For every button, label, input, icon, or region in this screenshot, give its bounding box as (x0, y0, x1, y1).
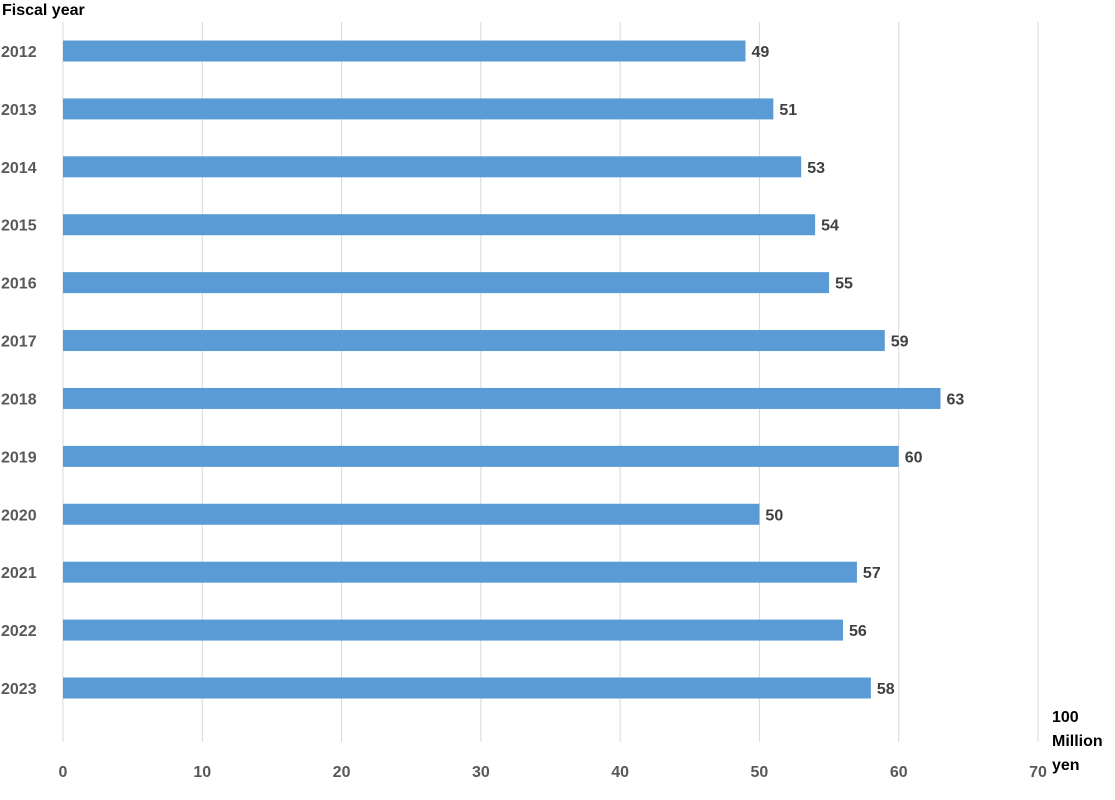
x-axis-ticks: 0 10 20 30 40 50 60 70 (59, 764, 1047, 781)
data-labels: 49 51 53 54 55 59 63 60 50 57 56 58 (752, 44, 965, 698)
y-tick-label: 2021 (1, 565, 37, 582)
bar (63, 330, 885, 352)
bar (63, 387, 941, 409)
data-label: 56 (849, 623, 867, 640)
y-tick-label: 2022 (1, 623, 37, 640)
x-tick-label: 70 (1029, 764, 1047, 781)
data-label: 53 (807, 160, 825, 177)
bar (63, 214, 816, 236)
bar (63, 272, 830, 294)
bars (63, 40, 941, 699)
data-label: 49 (752, 44, 770, 61)
y-tick-label: 2020 (1, 507, 37, 524)
y-tick-label: 2017 (1, 334, 37, 351)
bar (63, 445, 899, 467)
data-label: 58 (877, 681, 895, 698)
y-tick-label: 2023 (1, 681, 37, 698)
bar (63, 561, 857, 583)
data-label: 60 (905, 449, 923, 466)
bar (63, 40, 746, 62)
y-axis-ticks: 2012 2013 2014 2015 2016 2017 2018 2019 2020 2021… (1, 44, 37, 698)
x-tick-label: 50 (751, 764, 769, 781)
x-tick-label: 0 (59, 764, 68, 781)
bar (63, 503, 760, 525)
y-tick-label: 2015 (1, 218, 37, 235)
x-tick-label: 60 (890, 764, 908, 781)
data-label: 51 (779, 102, 797, 119)
data-label: 59 (891, 334, 909, 351)
bar (63, 156, 802, 178)
data-label: 63 (947, 391, 965, 408)
x-tick-label: 40 (611, 764, 629, 781)
y-tick-label: 2014 (1, 160, 37, 177)
bar (63, 677, 871, 699)
y-tick-label: 2016 (1, 276, 37, 293)
bar (63, 98, 774, 120)
data-label: 57 (863, 565, 881, 582)
x-axis-unit-label: 100 Million yen (1052, 709, 1103, 774)
y-tick-label: 2013 (1, 102, 37, 119)
y-tick-label: 2012 (1, 44, 37, 61)
x-tick-label: 30 (472, 764, 490, 781)
data-label: 55 (835, 276, 853, 293)
y-tick-label: 2019 (1, 449, 37, 466)
bar (63, 619, 843, 641)
x-tick-label: 10 (193, 764, 211, 781)
data-label: 50 (765, 507, 783, 524)
x-tick-label: 20 (333, 764, 351, 781)
y-tick-label: 2018 (1, 391, 37, 408)
data-label: 54 (821, 218, 839, 235)
y-axis-title: Fiscal year (2, 2, 85, 19)
